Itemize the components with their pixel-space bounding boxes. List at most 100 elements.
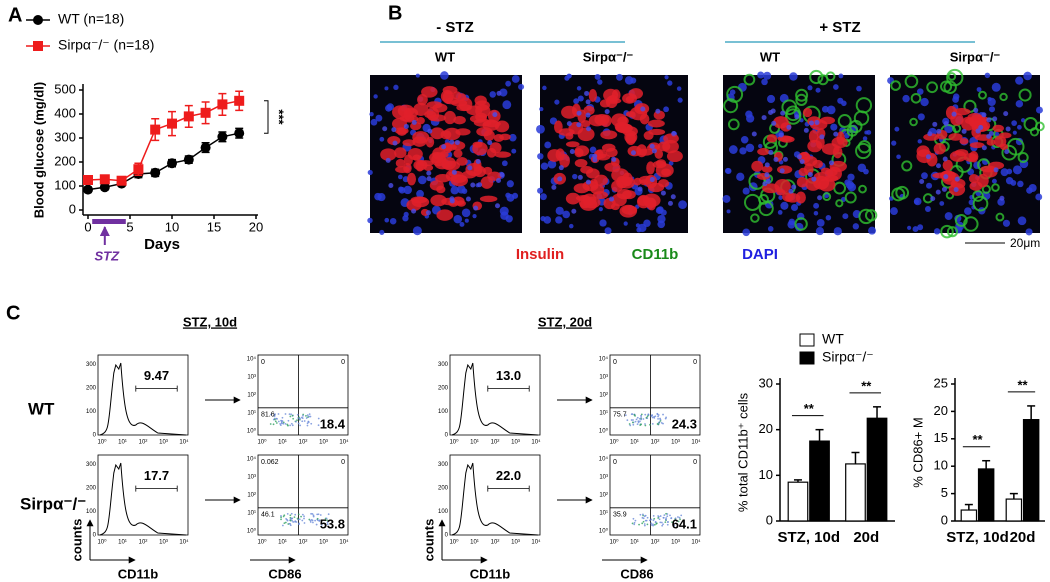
histogram-frame	[449, 454, 541, 536]
nucleus	[391, 127, 397, 133]
event	[664, 521, 667, 524]
nucleus	[821, 105, 829, 113]
cd11b-cell	[844, 191, 857, 204]
event	[290, 512, 293, 515]
nucleus	[536, 124, 545, 134]
axis-label: CD86	[268, 566, 301, 581]
log-tick: 10⁰	[599, 528, 609, 535]
nucleus	[833, 84, 839, 90]
nucleus	[636, 227, 642, 233]
event	[643, 515, 646, 518]
cd11b-cell	[809, 69, 824, 85]
nucleus	[981, 112, 987, 118]
nucleus	[611, 156, 617, 162]
event	[311, 513, 314, 515]
nucleus	[417, 175, 427, 185]
cd11b-cell	[943, 80, 957, 94]
nucleus	[863, 168, 869, 175]
insulin-cell	[942, 159, 953, 171]
hist-y-tick: 0	[445, 533, 449, 539]
insulin-cell	[582, 193, 597, 206]
insulin-cell	[425, 136, 435, 148]
log-tick: 10⁴	[179, 539, 189, 546]
cd11b-cell	[723, 98, 739, 114]
insulin-cell	[442, 160, 461, 171]
insulin-cell	[426, 107, 440, 122]
nucleus	[576, 110, 582, 116]
event	[296, 419, 298, 422]
cd11b-cell	[858, 208, 874, 225]
nucleus	[592, 157, 598, 163]
insulin-cell	[994, 135, 1007, 148]
cd11b-cell	[837, 114, 852, 129]
event	[679, 518, 681, 521]
log-tick: 10⁴	[691, 439, 701, 446]
axis-label: CD11b	[470, 566, 511, 581]
hist-y-tick: 300	[86, 362, 97, 368]
event	[317, 424, 320, 427]
nucleus	[736, 172, 745, 181]
hist-y-tick: 300	[438, 462, 449, 468]
insulin-cell	[639, 179, 649, 186]
quadrant-value: 0	[613, 359, 617, 366]
nucleus	[789, 72, 798, 81]
nucleus	[577, 95, 584, 102]
nucleus	[657, 214, 666, 224]
nucleus	[461, 208, 471, 218]
nucleus	[598, 207, 603, 212]
event	[289, 415, 292, 418]
nucleus	[787, 220, 796, 229]
nucleus	[764, 172, 770, 178]
nucleus	[663, 106, 669, 113]
row-label: Sirpα⁻/⁻	[20, 494, 86, 513]
cd11b-cell	[940, 80, 953, 93]
cd11b-cell	[781, 99, 798, 116]
nucleus	[975, 128, 981, 134]
nucleus	[616, 73, 623, 81]
x-tick-label: 10	[165, 219, 179, 234]
insulin-cell	[479, 195, 498, 203]
nucleus	[415, 73, 420, 78]
log-tick: 10⁴	[599, 356, 609, 363]
event	[301, 513, 304, 516]
log-tick: 10⁰	[609, 439, 619, 446]
nucleus	[770, 108, 776, 114]
nucleus	[566, 121, 572, 127]
nucleus	[592, 153, 598, 159]
nucleus	[1015, 76, 1024, 85]
axis-label: counts	[69, 519, 84, 562]
event	[644, 424, 647, 427]
nucleus	[649, 143, 655, 149]
y-axis-label: Blood glucose (mg/dl)	[31, 82, 46, 219]
nucleus	[594, 73, 601, 80]
nucleus	[416, 189, 424, 198]
y-tick-label: 300	[54, 129, 76, 144]
nucleus	[505, 215, 513, 223]
insulin-cell	[450, 174, 467, 183]
nucleus	[961, 128, 967, 134]
nucleus	[649, 177, 655, 183]
nucleus	[765, 179, 771, 185]
data-point	[116, 175, 127, 186]
insulin-cell	[963, 153, 978, 162]
event	[631, 522, 634, 525]
genotype-label: Sirpα⁻/⁻	[950, 49, 1001, 64]
event	[326, 521, 329, 524]
event	[650, 524, 653, 526]
nucleus	[660, 209, 667, 216]
nucleus	[379, 136, 385, 142]
insulin-cell	[430, 194, 447, 207]
event	[303, 517, 305, 520]
nucleus	[477, 182, 483, 188]
insulin-cell	[380, 148, 397, 161]
nucleus	[830, 123, 838, 131]
log-tick: 10⁰	[449, 539, 459, 546]
genotype-label: WT	[760, 49, 780, 64]
log-tick: 10⁴	[247, 356, 257, 363]
cd11b-cell	[910, 92, 922, 104]
quadrant-value: 0	[693, 459, 697, 466]
nucleus	[935, 163, 941, 169]
insulin-cell	[757, 147, 770, 156]
insulin-cell	[658, 179, 670, 188]
insulin-cell	[395, 166, 410, 173]
